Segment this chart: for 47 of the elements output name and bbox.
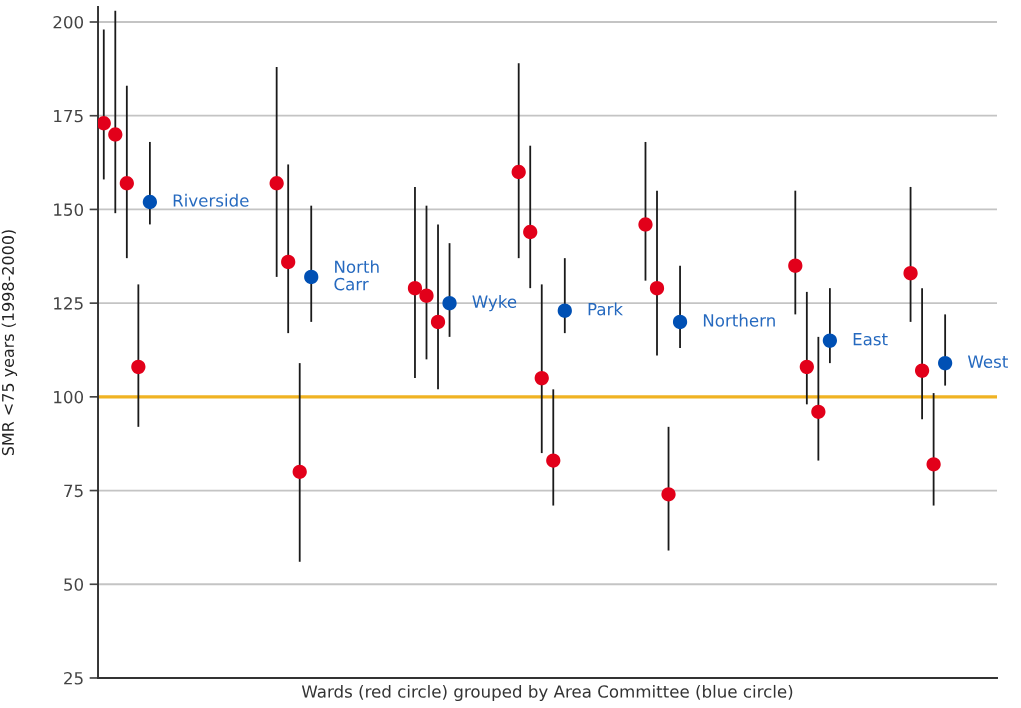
point [108,127,123,142]
point [142,194,157,210]
point [442,296,457,311]
y-tick-label: 175 [54,109,83,123]
y-tick-label: 200 [53,15,84,29]
point [119,176,134,191]
data-label: West [967,355,1008,368]
data-label: East [853,333,888,346]
point [523,224,538,240]
point [407,281,423,296]
point [292,464,307,479]
point [534,370,549,386]
x-axis-title: Wards (red circle) grouped by Area Committee (blue circle) [301,684,793,702]
point [269,176,284,191]
point [638,217,653,232]
point [546,453,561,468]
point [672,314,688,329]
y-tick-label: 25 [64,671,83,685]
point [649,281,665,296]
y-tick-label: 100 [54,390,84,404]
data-label: Riverside [173,193,249,207]
data-label: Northern [703,313,775,327]
y-tick-label: 50 [64,578,84,591]
point [98,116,111,131]
data-label: Park [588,302,623,316]
point [799,359,814,374]
point [788,258,803,273]
point [938,356,953,371]
point [281,254,296,270]
y-tick-label: 125 [54,297,83,310]
y-axis-title: SMR <75 years (1998-2000) [1,230,18,456]
point [926,457,941,472]
data-label: North Carr [334,260,379,291]
point [511,164,526,180]
point [811,404,826,419]
point [419,288,434,303]
data-label: Wyke [472,295,517,312]
point [822,333,837,348]
y-tick-label: 150 [54,203,84,216]
y-tick-label: 75 [64,484,83,498]
point [661,487,676,502]
point [131,359,146,374]
point [304,269,319,285]
point [557,303,572,318]
point [430,314,446,329]
point [903,266,918,281]
point [914,363,930,378]
